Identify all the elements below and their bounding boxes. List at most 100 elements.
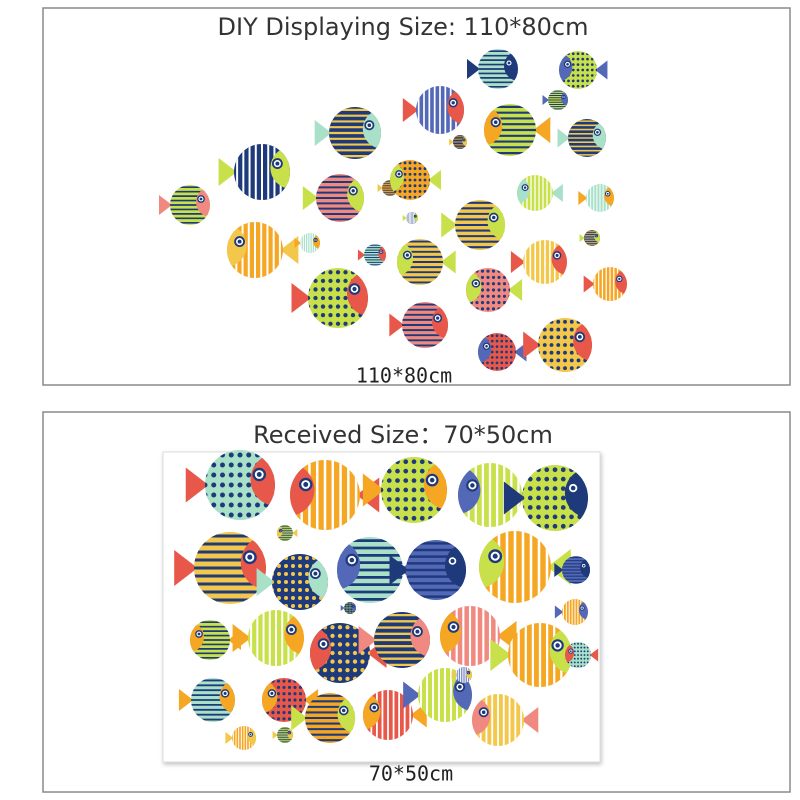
fish-dot [500,361,504,365]
fish-dot [560,467,566,473]
fish-pupil [199,197,203,201]
fish-pupil [595,235,597,237]
fish-dot [347,608,350,611]
fish-dot [350,610,353,613]
fish-dot [569,319,574,324]
fish-pupil [342,708,346,713]
fish-dot [591,239,593,242]
fish-dot [330,642,335,647]
fish-dot [411,515,417,521]
fish-tail [185,467,209,503]
fish [363,690,427,740]
fish-dot [220,502,225,508]
fish-dot [328,287,333,292]
fish-pupil [275,161,280,166]
fish-dot [337,676,343,681]
fish-pupil [562,96,565,98]
fish-dot [589,230,591,232]
fish-dot [580,654,583,656]
fish-head [196,187,210,217]
fish-dot [495,334,499,338]
fish-dot [491,294,496,298]
fish-pattern [262,679,306,721]
fish-dot [589,244,591,246]
fish-pupil [566,62,569,66]
fish-dot [569,350,574,355]
fish-dot [237,462,243,468]
fish-head [310,626,331,671]
fish-dot [408,178,412,182]
fish-dot [330,676,335,681]
fish-dot [587,234,589,237]
fish-dot [403,178,407,182]
fish-dot [408,172,412,176]
fish-pupil [352,605,354,607]
fish-dot [391,191,393,194]
fish-dot [480,282,485,286]
fish-dot [593,241,595,244]
fish-dot [347,602,350,604]
fish-pupil [349,557,355,563]
fish-pupil [485,344,488,348]
fish-dot [411,506,417,512]
fish-dot [490,350,494,354]
fish-dot [387,194,389,196]
fish-dot [502,275,507,279]
fish-pupil [555,643,560,648]
fish-dot [286,534,288,537]
fish-dot [343,295,348,301]
fish-dot [495,345,499,348]
fish-head [578,600,588,620]
fish-pupil [415,629,420,634]
fish-dot [288,529,290,532]
fish-dot [576,68,580,72]
fish [389,302,448,348]
fish-dot [276,685,281,690]
fish-dot [580,650,583,653]
fish-dot [391,189,393,192]
fish-dot [583,654,586,656]
fish-dot [282,685,286,690]
fish-dot [284,525,286,527]
fish-head [484,106,503,146]
fish-tail [314,120,332,146]
fish-head [337,695,355,733]
fish-dot [284,738,286,741]
fish-dot [497,301,501,305]
fish-dot [383,189,385,192]
fish-dot [237,452,243,458]
fish-dot [320,313,326,318]
fish-dot [403,172,407,176]
fish-dot [590,74,594,77]
fish-head [445,543,466,588]
fish-dot [349,605,351,608]
fish-dot [556,358,561,363]
fish-head [262,680,278,714]
fish-dot [284,580,288,584]
fish-dot [571,52,575,56]
fish-dot [328,278,333,283]
fish-head [447,88,464,125]
fish-dot [536,486,541,491]
fish [583,267,627,301]
fish-head [604,185,614,207]
fish-dot [560,495,566,501]
fish-dot [505,356,508,359]
fish-tail [554,563,564,577]
fish-dot [590,654,591,656]
fish-dot [480,307,485,311]
fish-dot [352,642,358,647]
fish-head [458,466,481,515]
fish-tail [302,186,319,210]
fish-dot [419,468,425,474]
fish-head [565,643,575,663]
fish-dot [490,334,494,338]
fish-dot [398,190,402,193]
fish-dot [277,596,281,600]
fish-dot [408,167,412,170]
fish-dot [337,668,343,673]
fish-dot [286,734,288,736]
fish-dot [237,502,243,508]
fish-tail [440,250,456,274]
fish-head [308,556,328,599]
